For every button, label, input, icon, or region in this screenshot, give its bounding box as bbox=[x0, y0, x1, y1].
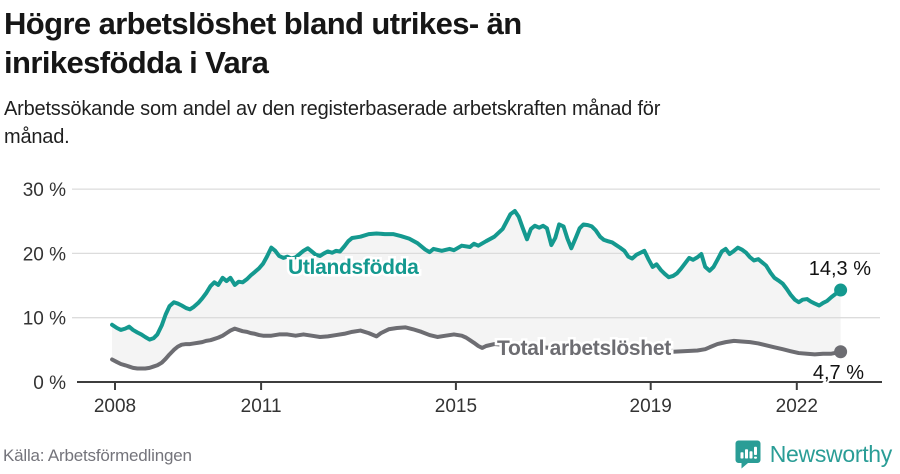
series-end-dot-utlandsfodda bbox=[834, 283, 848, 297]
series-label-total: Total arbetslöshet bbox=[497, 337, 671, 360]
newsworthy-brand-link[interactable]: Newsworthy bbox=[734, 439, 892, 469]
end-value-label-total: 4,7 % bbox=[813, 362, 864, 384]
series-label-utlandsfodda: Utlandsfödda bbox=[288, 256, 419, 279]
y-axis-label: 30 % bbox=[23, 180, 66, 201]
chart-footer: Källa: Arbetsförmedlingen Newsworthy bbox=[0, 438, 900, 474]
source-note: Källa: Arbetsförmedlingen bbox=[3, 446, 192, 465]
y-axis-label: 20 % bbox=[23, 244, 66, 265]
series-line-total bbox=[110, 325, 843, 371]
newsworthy-wordmark: Newsworthy bbox=[769, 440, 893, 467]
x-axis-label: 2011 bbox=[241, 396, 282, 417]
newsworthy-logo-icon bbox=[734, 439, 762, 469]
x-axis-label: 2008 bbox=[94, 396, 136, 417]
series-line-utlandsfodda bbox=[110, 208, 843, 342]
x-axis-label: 2019 bbox=[630, 396, 672, 417]
series-end-dot-total bbox=[834, 345, 848, 359]
y-axis-label: 10 % bbox=[23, 309, 66, 330]
end-value-label-utlandsfodda: 14,3 % bbox=[809, 258, 871, 280]
x-axis-label: 2022 bbox=[776, 396, 818, 417]
series-band-fill bbox=[112, 210, 841, 369]
chart-subtitle: Arbetssökande som andel av den registerb… bbox=[4, 98, 661, 149]
x-axis-label: 2015 bbox=[435, 396, 477, 417]
y-axis-label: 0 % bbox=[33, 373, 66, 394]
page-title: Högre arbetslöshet bland utrikes- än inr… bbox=[4, 6, 522, 81]
chart-header: Högre arbetslöshet bland utrikes- än inr… bbox=[4, 4, 884, 152]
